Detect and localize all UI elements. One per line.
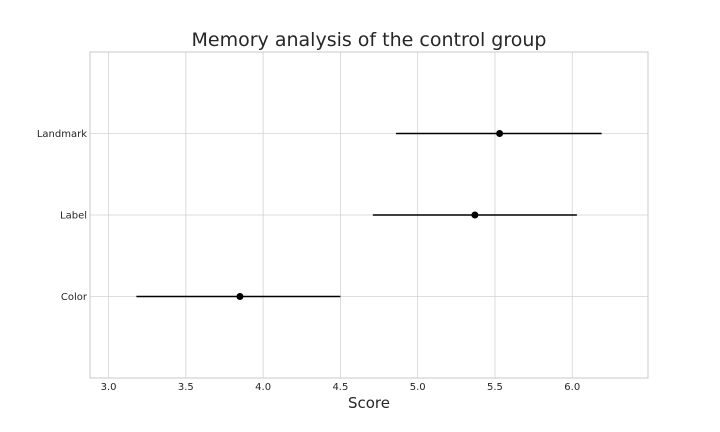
mean-point (496, 130, 504, 137)
x-tick-label: 5.5 (487, 382, 503, 393)
x-tick-label: 3.0 (101, 382, 117, 393)
x-tick-labels: 3.0 3.5 4.0 4.5 5.0 5.5 6.0 (101, 382, 581, 393)
data-series (136, 130, 602, 300)
x-tick-label: 3.5 (178, 382, 194, 393)
chart-title: Memory analysis of the control group (192, 29, 547, 51)
plot-frame (89, 51, 649, 379)
y-tick-labels: Landmark Label Color (37, 129, 88, 303)
x-tick-label: 5.0 (410, 382, 426, 393)
mean-point (471, 211, 479, 219)
x-tick-label: 4.0 (255, 382, 271, 393)
x-axis-label: Score (348, 394, 390, 412)
mean-point (236, 293, 244, 300)
x-tick-label: 4.5 (332, 382, 348, 393)
x-tick-label: 6.0 (564, 382, 580, 393)
y-tick-label: Landmark (37, 129, 87, 140)
y-tick-label: Label (60, 211, 87, 222)
y-tick-label: Color (61, 292, 88, 303)
